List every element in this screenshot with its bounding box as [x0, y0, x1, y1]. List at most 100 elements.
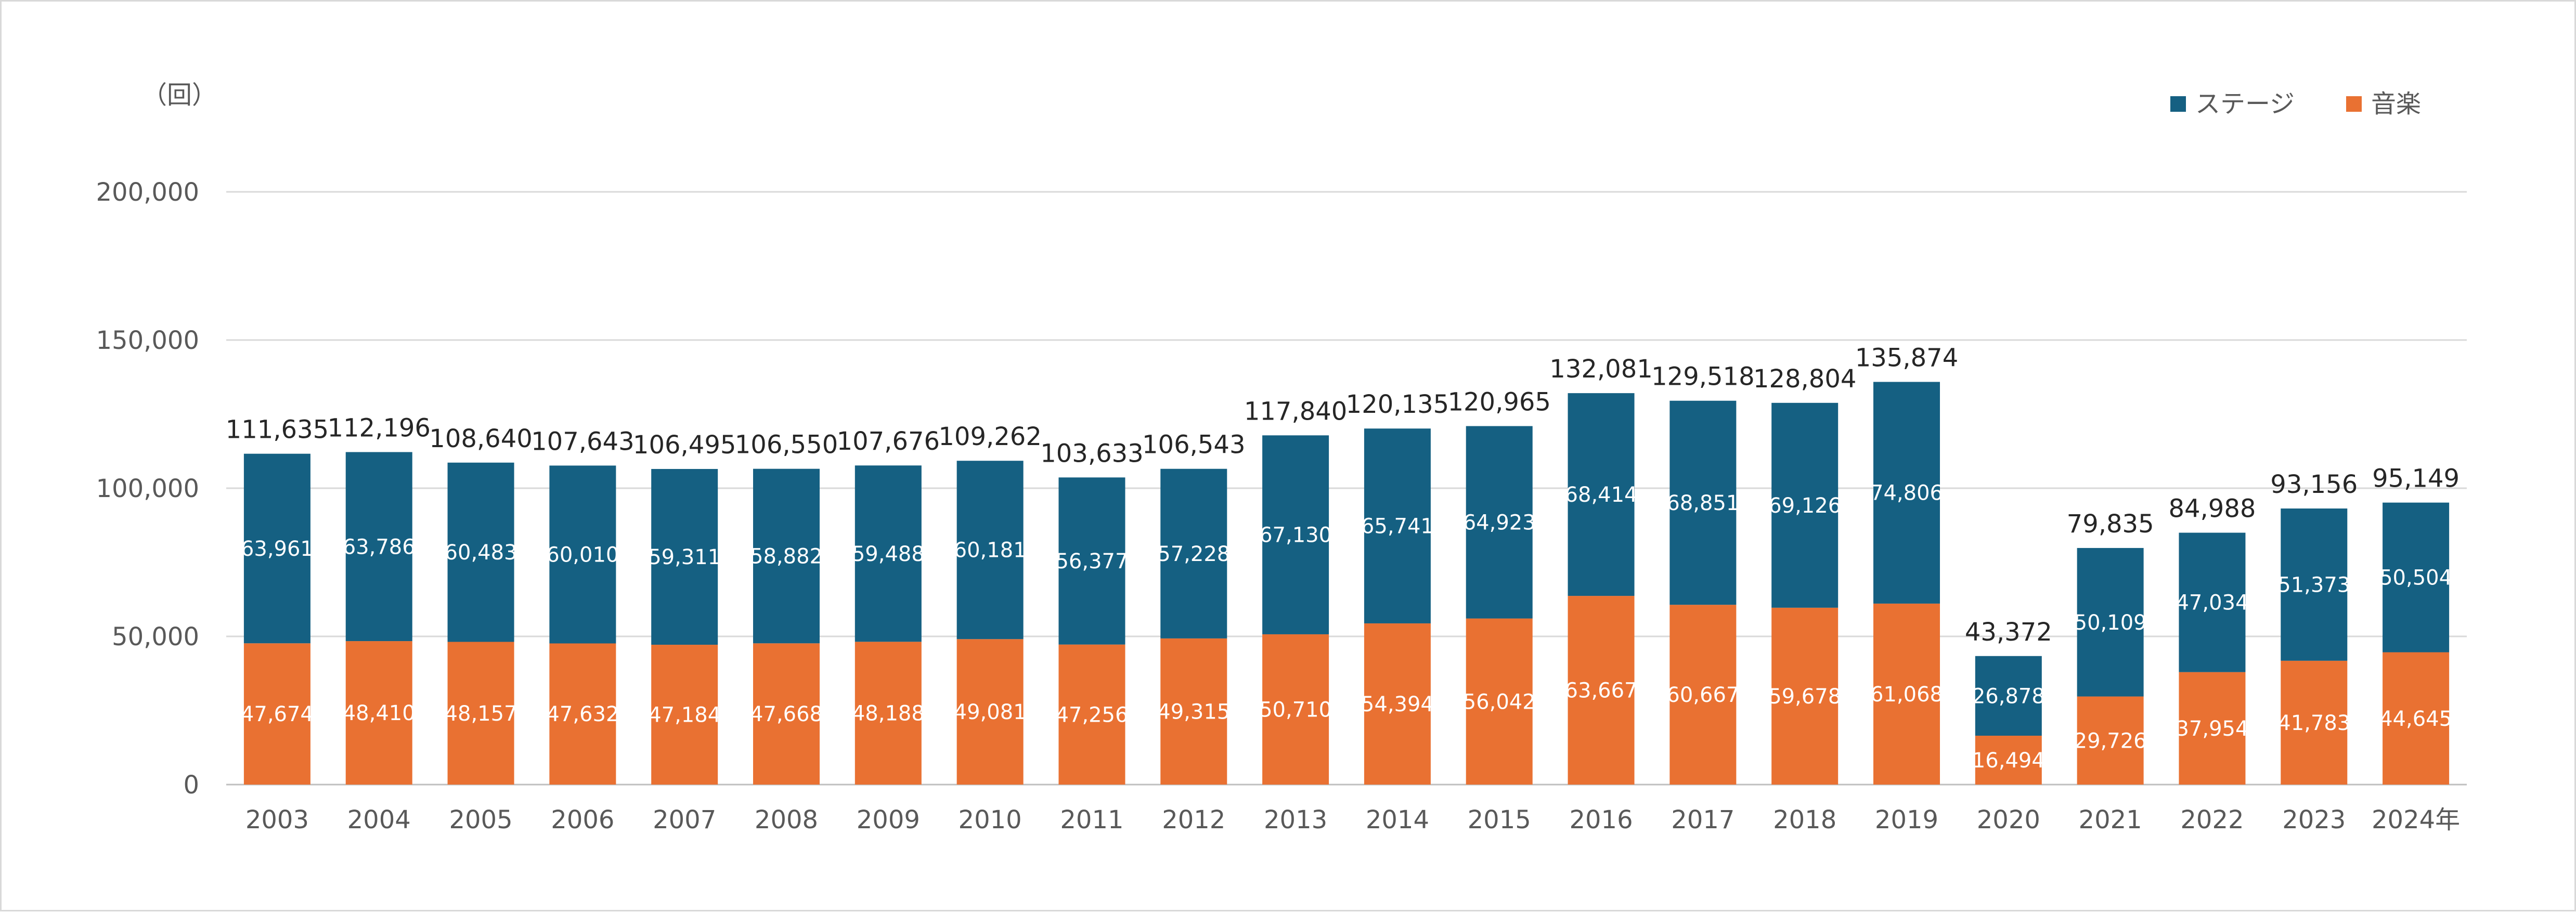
segment-data-label: 63,961 — [241, 537, 314, 561]
segment-data-label: 49,315 — [1157, 700, 1230, 724]
x-tick-label: 2011 — [1060, 805, 1123, 834]
bar-segment — [2281, 660, 2348, 785]
x-tick-label: 2022 — [2180, 805, 2244, 834]
x-tick-label: 2012 — [1162, 805, 1225, 834]
x-tick-label: 2021 — [2079, 805, 2142, 834]
segment-data-label: 60,667 — [1666, 683, 1739, 707]
bar-segment — [2077, 696, 2144, 785]
total-data-label: 120,965 — [1447, 387, 1551, 416]
x-tick-label: 2018 — [1773, 805, 1836, 834]
x-tick-label: 2024年 — [2372, 805, 2460, 834]
segment-data-label: 64,923 — [1463, 511, 1536, 535]
bar-segment — [1771, 607, 1839, 785]
segment-data-label: 47,184 — [648, 703, 721, 727]
total-data-label: 95,149 — [2372, 464, 2460, 493]
total-data-label: 84,988 — [2168, 494, 2256, 524]
bar-segment — [1262, 634, 1329, 785]
total-data-label: 43,372 — [1965, 618, 2052, 647]
bar-segment — [1364, 623, 1431, 785]
x-tick-label: 2010 — [959, 805, 1022, 834]
total-data-label: 106,495 — [633, 431, 736, 460]
bar-segment — [1568, 596, 1635, 785]
bar-segment — [243, 643, 310, 785]
x-tick-label: 2013 — [1264, 805, 1327, 834]
bar-segment — [1466, 426, 1533, 619]
bar-segment — [243, 453, 310, 644]
x-tick-label: 2003 — [245, 805, 309, 834]
total-data-label: 117,840 — [1244, 397, 1348, 426]
segment-data-label: 61,068 — [1870, 683, 1943, 707]
bar-segment — [2179, 532, 2246, 672]
y-unit-label: （回） — [142, 81, 217, 110]
bar-segment — [345, 641, 412, 785]
bar-segment — [1975, 735, 2042, 785]
y-tick-label: 100,000 — [96, 474, 200, 503]
segment-data-label: 59,488 — [852, 542, 925, 566]
y-tick-label: 0 — [183, 771, 199, 800]
total-data-label: 112,196 — [327, 413, 431, 442]
bar-segment — [1873, 603, 1940, 785]
legend-swatch — [2170, 96, 2186, 112]
total-data-label: 107,676 — [837, 427, 940, 456]
total-data-label: 93,156 — [2270, 470, 2358, 499]
total-data-label: 107,643 — [531, 427, 635, 456]
bars: 47,674 63,961 111,635 48,410 63,786 112,196 48… — [226, 344, 2460, 785]
segment-data-label: 48,188 — [852, 702, 925, 726]
segment-data-label: 29,726 — [2074, 729, 2147, 753]
bar-segment — [2179, 672, 2246, 785]
bar-segment — [1669, 605, 1737, 785]
bar-segment — [1160, 468, 1227, 638]
segment-data-label: 56,377 — [1055, 550, 1128, 573]
x-tick-label: 2006 — [551, 805, 614, 834]
segment-data-label: 47,674 — [241, 702, 314, 726]
segment-data-label: 49,081 — [954, 700, 1027, 724]
x-tick-label: 2016 — [1569, 805, 1633, 834]
segment-data-label: 65,741 — [1361, 515, 1434, 539]
bar-segment — [753, 643, 820, 785]
bar-segment — [1262, 435, 1329, 634]
segment-data-label: 54,394 — [1361, 693, 1434, 716]
y-tick-label: 50,000 — [112, 622, 199, 651]
total-data-label: 108,640 — [429, 424, 533, 453]
segment-data-label: 41,783 — [2277, 711, 2350, 735]
legend-swatch — [2346, 96, 2362, 112]
segment-data-label: 57,228 — [1157, 542, 1230, 566]
bar-segment — [1160, 638, 1227, 785]
segment-data-label: 26,878 — [1972, 684, 2045, 708]
legend: ステージ 音楽 — [2170, 89, 2421, 119]
segment-data-label: 68,851 — [1666, 491, 1739, 515]
segment-data-label: 47,256 — [1055, 703, 1128, 727]
bar-segment — [2383, 502, 2450, 653]
bar-segment — [956, 461, 1024, 640]
segment-data-label: 69,126 — [1768, 494, 1841, 518]
bar-segment — [1466, 618, 1533, 785]
bar-segment — [753, 468, 820, 644]
segment-data-label: 48,157 — [445, 702, 517, 726]
x-tick-label: 2019 — [1875, 805, 1938, 834]
segment-data-label: 51,373 — [2277, 573, 2350, 597]
segment-data-label: 60,181 — [954, 539, 1027, 563]
total-data-label: 111,635 — [226, 415, 329, 445]
total-data-label: 120,135 — [1346, 390, 1449, 419]
x-tick-label: 2009 — [857, 805, 920, 834]
total-data-label: 106,550 — [735, 431, 838, 460]
segment-data-label: 56,042 — [1463, 690, 1536, 714]
bar-segment — [1669, 400, 1737, 605]
segment-data-label: 59,678 — [1768, 685, 1841, 709]
segment-data-label: 60,483 — [445, 541, 517, 565]
segment-data-label: 58,882 — [750, 544, 823, 568]
bar-segment — [1873, 382, 1940, 604]
segment-data-label: 47,668 — [750, 702, 823, 726]
segment-data-label: 50,710 — [1259, 698, 1332, 722]
segment-data-label: 63,786 — [343, 535, 416, 559]
bar-segment — [447, 462, 514, 642]
bar-segment — [549, 643, 616, 785]
bar-segment — [1568, 393, 1635, 596]
x-tick-label: 2014 — [1366, 805, 1429, 834]
x-tick-label: 2020 — [1977, 805, 2040, 834]
total-data-label: 132,081 — [1549, 355, 1653, 384]
x-tick-label: 2004 — [347, 805, 411, 834]
segment-data-label: 47,034 — [2176, 591, 2248, 615]
